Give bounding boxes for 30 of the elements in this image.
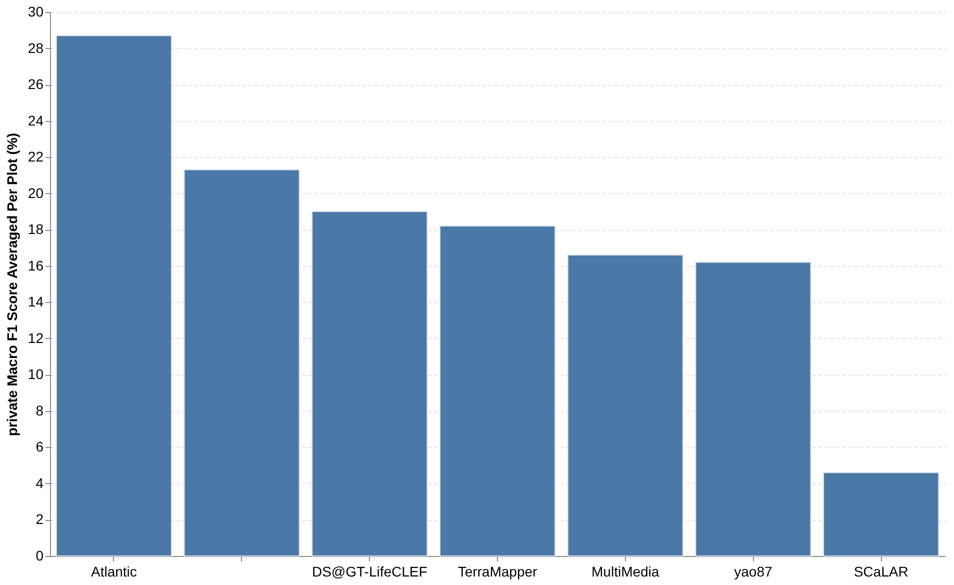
y-tick-label: 18 <box>28 221 44 238</box>
y-tick-label: 28 <box>28 40 44 56</box>
y-tick-label: 12 <box>28 330 44 346</box>
bar <box>184 169 300 556</box>
x-tick-label: yao87 <box>734 564 772 580</box>
bar <box>439 225 556 556</box>
y-tick-label: 10 <box>28 366 44 382</box>
x-tick-label: TerraMapper <box>458 564 538 580</box>
y-tick-label: 22 <box>28 148 44 165</box>
y-axis-title: private Macro F1 Score Averaged Per Plot (%) <box>4 132 20 436</box>
y-tick-label: 16 <box>28 257 44 274</box>
x-tick-label: SCaLAR <box>854 564 908 580</box>
y-tick-label: 0 <box>36 548 44 564</box>
x-tick-label: Atlantic <box>90 564 137 580</box>
y-tick-label: 2 <box>36 511 44 528</box>
y-tick-label: 4 <box>36 474 44 491</box>
bar <box>56 35 172 556</box>
bar <box>567 254 684 556</box>
y-tick-label: 26 <box>28 76 44 92</box>
bar <box>695 262 812 556</box>
y-tick-label: 8 <box>36 402 44 418</box>
y-tick-label: 30 <box>28 4 44 20</box>
bar <box>823 472 940 556</box>
x-tick-label: DS@GT-LifeCLEF <box>312 564 428 580</box>
y-tick-label: 24 <box>28 112 44 128</box>
y-tick-label: 20 <box>28 184 44 201</box>
x-tick-label: MultiMedia <box>592 564 660 580</box>
y-tick-label: 6 <box>36 438 44 455</box>
bar <box>312 210 428 556</box>
y-tick-label: 14 <box>28 294 44 310</box>
